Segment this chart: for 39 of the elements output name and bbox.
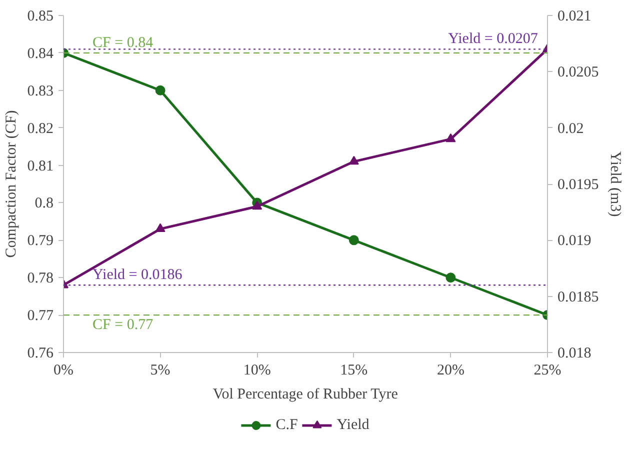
legend-label: C.F	[276, 416, 298, 434]
point	[446, 272, 456, 283]
point	[155, 223, 166, 232]
y2-tick-label: 0.019	[558, 233, 592, 250]
y-tick-label: 0.84	[27, 46, 54, 62]
x-tick-label: 0%	[54, 362, 74, 378]
y2-tick-label: 0.018	[558, 346, 592, 362]
y-tick-label: 0.77	[27, 308, 54, 324]
ref-line-label: CF = 0.84	[92, 34, 154, 51]
y2-tick-label: 0.02	[558, 120, 584, 137]
y-tick-label: 0.82	[27, 120, 54, 137]
y-tick-label: 0.83	[27, 83, 54, 100]
point	[155, 85, 166, 96]
ref-line-label: CF = 0.77	[92, 317, 154, 334]
y-axis-title: Compaction Factor (CF)	[3, 110, 20, 258]
y2-tick-label: 0.0185	[558, 289, 599, 306]
x-axis-title: Vol Percentage of Rubber Tyre	[212, 386, 398, 402]
ref-line-label: Yield = 0.0207	[448, 31, 538, 48]
y-tick-label: 0.85	[27, 8, 54, 24]
point	[446, 133, 456, 142]
y2-tick-label: 0.0205	[558, 64, 599, 81]
y-tick-label: 0.8	[34, 196, 54, 212]
y-tick-label: 0.79	[27, 233, 54, 250]
x-tick-label: 10%	[243, 362, 271, 378]
y-tick-label: 0.76	[27, 346, 54, 362]
y2-tick-label: 0.0195	[558, 177, 599, 193]
y-tick-label: 0.78	[27, 270, 54, 287]
y-tick-label: 0.81	[27, 158, 54, 174]
y2-axis-title: Yield (m3)	[606, 151, 623, 217]
x-tick-label: 25%	[534, 362, 562, 378]
y2-tick-label: 0.021	[558, 8, 592, 24]
point	[348, 156, 359, 165]
x-tick-label: 5%	[150, 362, 170, 378]
ref-line-label: Yield = 0.0186	[92, 267, 183, 284]
x-tick-label: 20%	[436, 362, 464, 378]
point	[252, 200, 262, 210]
legend-label: Yield	[336, 416, 370, 434]
x-tick-label: 15%	[340, 362, 368, 378]
point	[348, 235, 359, 246]
